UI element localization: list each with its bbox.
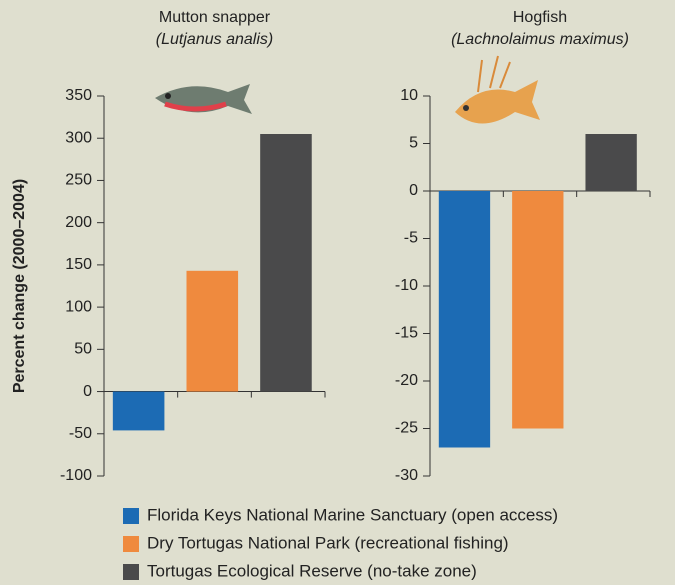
y-axis-label: Percent change (2000–2004) — [11, 179, 28, 393]
chart-title: Mutton snapper — [159, 9, 271, 26]
y-tick-label: 0 — [83, 383, 92, 400]
y-tick-label: 350 — [65, 87, 92, 104]
y-tick-label: 300 — [65, 129, 92, 146]
y-tick-label: -100 — [60, 467, 92, 484]
legend-label: Florida Keys National Marine Sanctuary (… — [147, 505, 558, 524]
y-tick-label: 5 — [409, 135, 418, 152]
y-tick-label: 250 — [65, 172, 92, 189]
bar — [260, 134, 312, 392]
hogfish-illustration — [455, 55, 540, 124]
y-tick-label: -20 — [395, 372, 418, 389]
y-tick-label: -50 — [69, 425, 92, 442]
y-tick-label: -15 — [395, 325, 418, 342]
y-tick-label: -30 — [395, 467, 418, 484]
legend-swatch — [123, 564, 139, 580]
snapper-illustration — [155, 84, 252, 114]
chart-title: Hogfish — [513, 9, 567, 26]
y-tick-label: 150 — [65, 256, 92, 273]
y-tick-label: 100 — [65, 298, 92, 315]
bar — [585, 134, 637, 191]
legend-swatch — [123, 536, 139, 552]
bar — [512, 191, 564, 429]
y-tick-label: -25 — [395, 420, 418, 437]
bar — [438, 191, 491, 448]
y-tick-label: 50 — [74, 341, 92, 358]
y-tick-label: -5 — [404, 230, 418, 247]
y-tick-label: -10 — [395, 277, 418, 294]
legend-swatch — [123, 508, 139, 524]
bar — [112, 391, 165, 431]
bar — [186, 270, 239, 392]
legend-label: Dry Tortugas National Park (recreational… — [147, 533, 509, 552]
legend-label: Tortugas Ecological Reserve (no-take zon… — [147, 561, 477, 580]
y-tick-label: 200 — [65, 214, 92, 231]
y-tick-label: 0 — [409, 182, 418, 199]
y-tick-label: 10 — [400, 87, 418, 104]
chart-subtitle: (Lachnolaimus maximus) — [451, 31, 629, 48]
chart-subtitle: (Lutjanus analis) — [156, 31, 273, 48]
